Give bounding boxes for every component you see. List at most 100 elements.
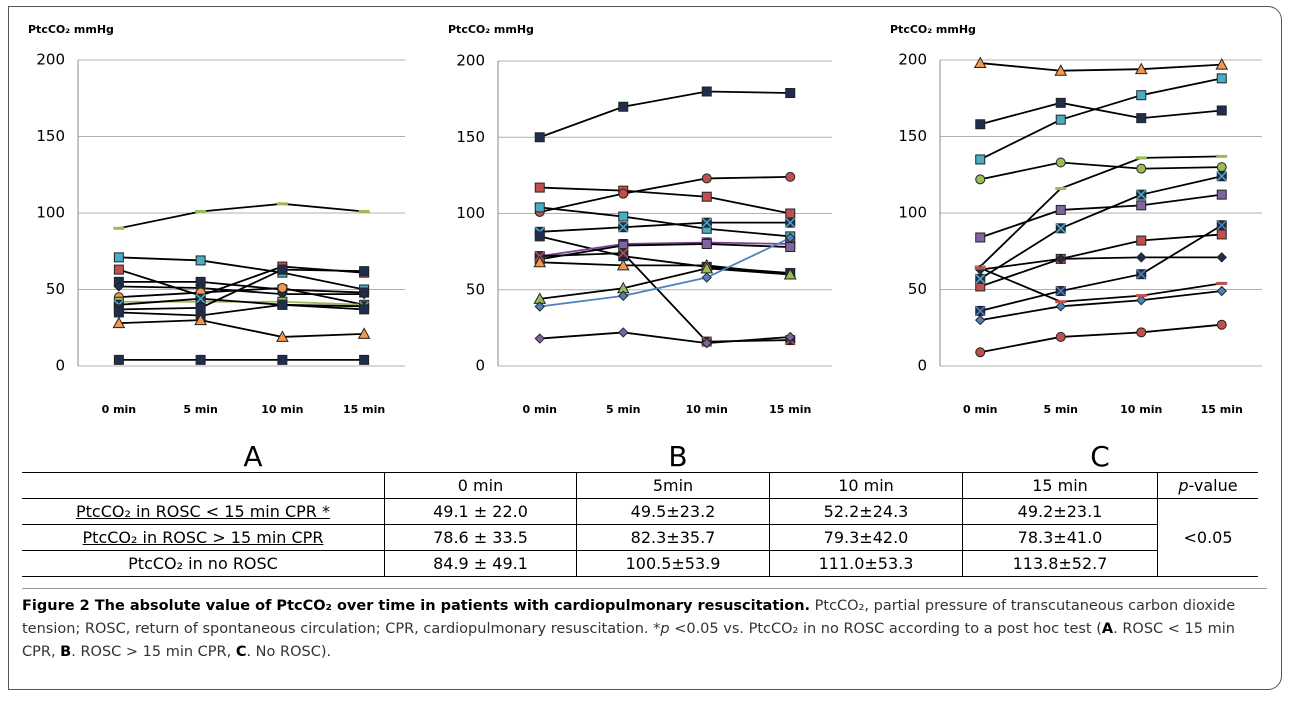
marker <box>1055 114 1066 125</box>
series-line <box>539 221 791 233</box>
cell: 78.3±41.0 <box>962 524 1158 551</box>
marker <box>1136 163 1147 174</box>
series-line <box>979 267 1222 303</box>
marker <box>1054 64 1068 76</box>
marker <box>1215 58 1229 70</box>
y-axis-label: PtcCO₂ mmHg <box>448 23 534 36</box>
series-line <box>539 237 791 308</box>
marker <box>533 255 547 268</box>
series-line <box>118 297 365 308</box>
row-label: PtcCO₂ in no ROSC <box>22 550 385 577</box>
marker-cross <box>1055 223 1066 234</box>
marker <box>1216 285 1227 297</box>
caption-text: PtcCO₂, partial pressure of transcutaneo… <box>22 598 1236 637</box>
column-header: 10 min <box>769 472 963 499</box>
y-tick-label: 200 <box>456 52 485 70</box>
p-letter: p <box>1178 476 1189 495</box>
marker <box>534 132 545 143</box>
series-line <box>979 155 1222 268</box>
x-tick-label: 5 min <box>606 403 641 416</box>
marker <box>1136 113 1147 124</box>
figure-frame <box>8 6 1282 690</box>
marker-cross <box>113 354 124 365</box>
marker <box>359 266 370 277</box>
series-line <box>980 62 1222 72</box>
marker <box>785 242 796 253</box>
y-tick-label: 50 <box>46 280 65 298</box>
x-tick-label: 5 min <box>183 403 218 416</box>
marker <box>618 327 629 338</box>
series-line <box>118 303 365 317</box>
marker <box>194 313 207 326</box>
y-tick-label: 100 <box>456 204 485 222</box>
marker <box>277 282 288 293</box>
y-tick-label: 150 <box>898 127 927 145</box>
cell: 49.5±23.2 <box>576 498 770 525</box>
marker <box>276 330 289 342</box>
panel-label: A <box>243 440 262 470</box>
y-axis-label: PtcCO₂ mmHg <box>890 23 976 36</box>
cell: 100.5±53.9 <box>576 550 770 577</box>
marker <box>195 209 207 213</box>
caption: Figure 2 The absolute value of PtcCO₂ ov… <box>22 588 1267 664</box>
marker <box>1136 295 1147 306</box>
x-tick-label: 15 min <box>769 403 811 416</box>
cell: 113.8±52.7 <box>962 550 1158 577</box>
caption-text: A <box>1101 621 1114 637</box>
marker <box>1055 157 1066 168</box>
marker <box>1136 327 1147 338</box>
marker <box>975 119 986 130</box>
marker <box>975 232 986 243</box>
marker <box>1136 235 1147 246</box>
marker <box>618 290 629 302</box>
marker <box>973 56 987 69</box>
series-line <box>539 206 791 238</box>
series-line <box>539 176 791 213</box>
column-header: 15 min <box>962 472 1158 499</box>
marker <box>1216 281 1228 285</box>
marker <box>785 331 796 343</box>
marker <box>1216 319 1227 330</box>
p-value: <0.05 <box>1157 498 1258 577</box>
charts: PtcCO₂ mmHg 0 50 100 150 200 0 min 5 min 10 min 1… <box>28 23 1262 470</box>
marker-cross <box>618 248 629 259</box>
marker <box>701 86 712 97</box>
marker <box>1055 97 1066 108</box>
marker <box>534 182 545 193</box>
caption-text: . ROSC < 15 min CPR, <box>22 621 1235 660</box>
x-tick-label: 0 min <box>963 403 998 416</box>
marker-cross <box>534 231 545 242</box>
y-tick-label: 150 <box>36 127 65 145</box>
marker-cross <box>785 217 796 228</box>
marker <box>276 202 288 206</box>
y-tick-label: 50 <box>466 280 485 298</box>
marker-cross <box>1055 285 1066 297</box>
marker <box>1136 252 1147 263</box>
marker <box>1216 189 1227 200</box>
series-line <box>980 161 1222 181</box>
row-label: PtcCO₂ in ROSC < 15 min CPR * <box>22 498 385 525</box>
marker <box>534 301 545 312</box>
y-axis-label: PtcCO₂ mmHg <box>28 23 114 36</box>
marker <box>195 255 206 266</box>
marker <box>113 281 125 292</box>
y-tick-label: 0 <box>55 357 65 375</box>
series-line <box>980 224 1223 312</box>
cell: 49.1 ± 22.0 <box>384 498 577 525</box>
caption-text: <0.05 vs. PtcCO₂ in no ROSC according to… <box>669 621 1102 637</box>
marker <box>1055 300 1067 304</box>
x-tick-label: 0 min <box>102 403 137 416</box>
cell: 78.6 ± 33.5 <box>384 524 577 551</box>
marker-cross <box>1136 189 1147 200</box>
marker <box>113 252 124 263</box>
marker <box>974 266 986 270</box>
marker-cross <box>277 299 288 310</box>
series-line <box>539 186 791 215</box>
y-tick-label: 50 <box>908 280 927 298</box>
marker <box>618 101 629 112</box>
marker <box>1136 200 1147 211</box>
marker <box>113 226 125 230</box>
series-line <box>118 202 365 230</box>
marker <box>1135 156 1147 160</box>
